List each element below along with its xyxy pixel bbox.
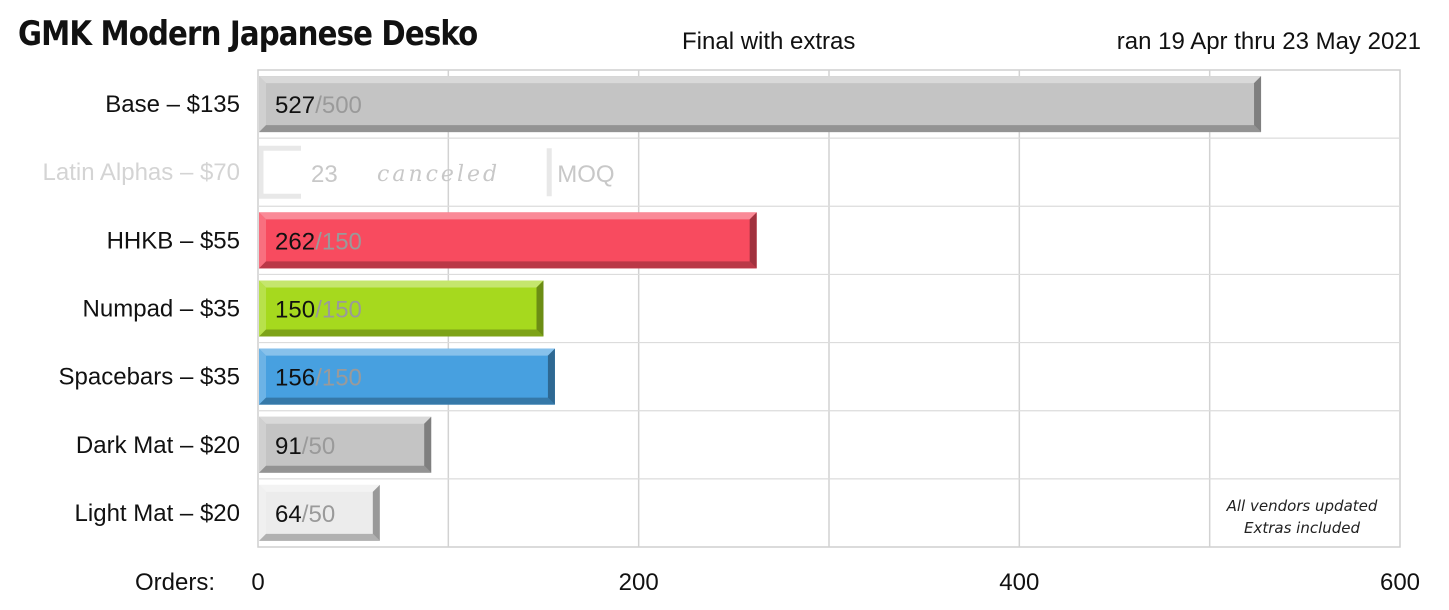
bar-value-label: 64 (275, 501, 302, 528)
bar-moq-label: /150 (315, 365, 362, 392)
bar-bevel-right (536, 280, 544, 337)
bar (259, 484, 380, 541)
bar-moq-label: /150 (315, 297, 362, 324)
bar-group (259, 484, 380, 541)
bar-moq-label: /50 (302, 501, 335, 528)
bar-bevel-top (259, 76, 1262, 84)
bar-bevel-top (259, 280, 544, 288)
bar-bevel-bottom (259, 465, 432, 473)
bar-group (259, 348, 555, 405)
bar-moq-label: /50 (302, 433, 335, 460)
canceled-moq-label: MOQ (557, 161, 614, 188)
bar-value-label: 527 (275, 92, 315, 119)
bar-bevel-bottom (259, 533, 380, 541)
bar-bevel-bottom (259, 261, 757, 269)
bar-bevel-top (259, 416, 432, 424)
category-label: Spacebars – $35 (59, 364, 240, 391)
chart-title: GMK Modern Japanese Desko (18, 14, 478, 54)
bar-bevel-bottom (259, 125, 1262, 133)
category-label: Latin Alphas – $70 (43, 159, 241, 186)
bar-bevel-right (424, 416, 432, 473)
bar-group (259, 416, 432, 473)
bar-group (259, 76, 1262, 133)
bar-bevel-right (547, 348, 555, 405)
bar-bevel-top (259, 484, 380, 492)
bar (259, 416, 432, 473)
chart-subtitle: Final with extras (682, 28, 856, 55)
bar-bevel-top (259, 212, 757, 220)
category-label: Numpad – $35 (83, 296, 240, 323)
category-label: Light Mat – $20 (75, 500, 240, 527)
x-tick-label: 0 (251, 569, 264, 596)
x-tick-label: 600 (1380, 569, 1420, 596)
bar (259, 348, 555, 405)
annotation-note: All vendors updated (1226, 497, 1378, 515)
category-label: Base – $135 (105, 91, 240, 118)
bar-bevel-left (259, 348, 266, 405)
bar-bevel-left (259, 76, 266, 133)
bar-value-label: 91 (275, 433, 302, 460)
annotation-note: Extras included (1244, 519, 1361, 537)
bar-value-label: 150 (275, 297, 315, 324)
bar-bevel-left (259, 484, 266, 541)
bar-group (259, 212, 757, 269)
bar-bevel-left (259, 280, 266, 337)
x-axis-label: Orders: (135, 569, 215, 596)
bar-bevel-left (259, 416, 266, 473)
bar-group (259, 280, 544, 337)
canceled-count: 23 (311, 161, 338, 188)
canceled-status: canceled (377, 162, 500, 187)
category-label: HHKB – $55 (107, 227, 240, 254)
bar-bevel-right (749, 212, 757, 269)
bar-moq-label: /150 (315, 228, 362, 255)
bar-bevel-bottom (259, 329, 544, 337)
x-tick-label: 200 (619, 569, 659, 596)
bar-bevel-right (372, 484, 380, 541)
bar-bevel-right (1254, 76, 1262, 133)
category-label: Dark Mat – $20 (76, 432, 240, 459)
bar-bevel-top (259, 348, 555, 356)
bar (259, 76, 1262, 133)
x-tick-label: 400 (999, 569, 1039, 596)
bar-value-label: 156 (275, 365, 315, 392)
bar-bevel-left (259, 212, 266, 269)
bar-moq-label: /500 (315, 92, 362, 119)
bar (259, 212, 757, 269)
bar-value-label: 262 (275, 228, 315, 255)
date-range: ran 19 Apr thru 23 May 2021 (1116, 28, 1421, 55)
bar (259, 280, 544, 337)
bar-bevel-bottom (259, 397, 555, 405)
canceled-bracket-left (258, 145, 301, 199)
